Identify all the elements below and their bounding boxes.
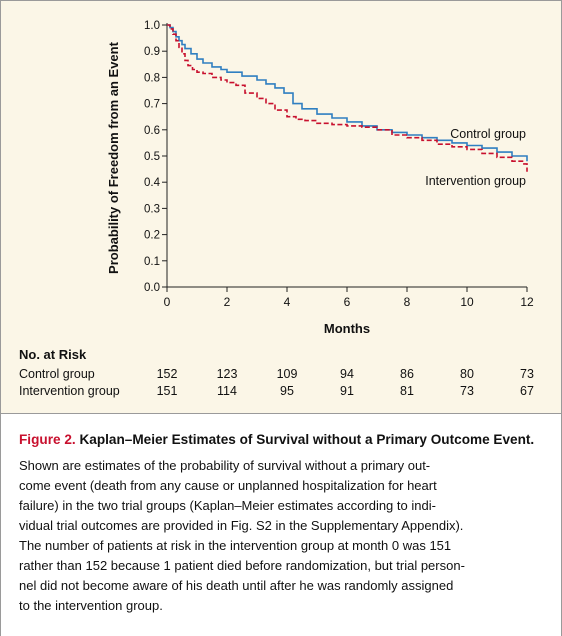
x-tick-label: 0 — [164, 295, 171, 309]
y-tick-label: 0.0 — [144, 282, 160, 294]
y-tick-label: 0.5 — [144, 151, 160, 163]
caption-line: to the intervention group. — [19, 598, 163, 613]
risk-value: 80 — [460, 367, 474, 381]
y-tick-label: 0.7 — [144, 99, 160, 111]
x-axis-label: Months — [324, 321, 370, 336]
caption-line: The number of patients at risk in the in… — [19, 538, 452, 553]
series-label-control: Control group — [450, 127, 526, 141]
risk-value: 86 — [400, 367, 414, 381]
figure-caption: Figure 2. Kaplan–Meier Estimates of Surv… — [1, 413, 561, 636]
caption-line: rather than 152 because 1 patient died b… — [19, 558, 465, 573]
risk-value: 81 — [400, 384, 414, 398]
caption-line: come event (death from any cause or unpl… — [19, 478, 437, 493]
y-tick-label: 0.6 — [144, 125, 160, 137]
y-tick-label: 0.4 — [144, 177, 161, 189]
series-label-intervention: Intervention group — [425, 174, 526, 188]
risk-value: 94 — [340, 367, 354, 381]
risk-value: 73 — [460, 384, 474, 398]
caption-body: Shown are estimates of the probability o… — [19, 456, 551, 616]
caption-line: failure) in the two trial groups (Kaplan… — [19, 498, 436, 513]
risk-value: 73 — [520, 367, 534, 381]
x-tick-label: 6 — [344, 295, 351, 309]
y-axis-label: Probability of Freedom from an Event — [106, 41, 121, 274]
x-tick-label: 4 — [284, 295, 291, 309]
x-tick-label: 10 — [460, 295, 474, 309]
caption-line: Shown are estimates of the probability o… — [19, 458, 431, 473]
risk-value: 95 — [280, 384, 294, 398]
risk-value: 151 — [156, 384, 178, 398]
km-chart: 0.0 0.1 0.2 0.3 0.4 0.5 0.6 0.7 0.8 0.9 1.0 0 2 4 6 8 10… — [106, 20, 534, 336]
caption-line: vidual trial outcomes are provided in Fi… — [19, 518, 464, 533]
y-tick-label: 0.2 — [144, 230, 160, 242]
y-tick-label: 0.8 — [144, 72, 160, 84]
caption-title: Figure 2. Kaplan–Meier Estimates of Surv… — [19, 432, 555, 447]
x-tick-label: 12 — [520, 295, 534, 309]
x-tick-label: 2 — [224, 295, 231, 309]
risk-row-label: Control group — [19, 367, 95, 381]
risk-row-label: Intervention group — [19, 384, 120, 398]
chart-panel: 0.0 0.1 0.2 0.3 0.4 0.5 0.6 0.7 0.8 0.9 1.0 0 2 4 6 8 10… — [1, 1, 561, 413]
risk-value: 109 — [276, 367, 298, 381]
risk-value: 91 — [340, 384, 354, 398]
y-tick-label: 0.1 — [144, 256, 160, 268]
figure-number: Figure 2. — [19, 432, 76, 447]
y-tick-label: 1.0 — [144, 20, 160, 32]
y-tick-label: 0.9 — [144, 46, 160, 58]
risk-row-intervention: Intervention group 151 114 95 91 81 73 6… — [1, 384, 561, 400]
figure-title: Kaplan–Meier Estimates of Survival witho… — [79, 432, 535, 447]
risk-value: 67 — [520, 384, 534, 398]
risk-row-control: Control group 152 123 109 94 86 80 73 — [1, 367, 561, 383]
y-tick-label: 0.3 — [144, 203, 160, 215]
x-tick-label: 8 — [404, 295, 411, 309]
risk-value: 152 — [156, 367, 178, 381]
control-group-curve — [167, 24, 528, 162]
risk-value: 114 — [217, 384, 237, 398]
caption-line: nel did not become aware of his death un… — [19, 578, 454, 593]
risk-table-title: No. at Risk — [19, 347, 87, 362]
intervention-group-curve — [167, 24, 528, 172]
risk-value: 123 — [216, 367, 238, 381]
